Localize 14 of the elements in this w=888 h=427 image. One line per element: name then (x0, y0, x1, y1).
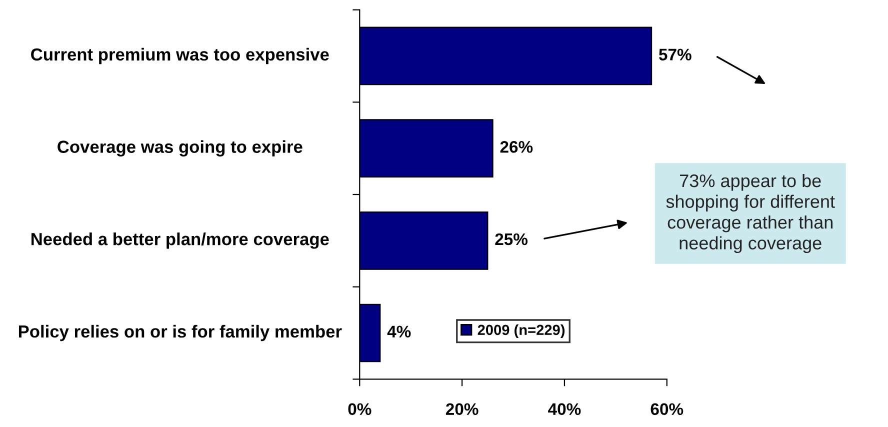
data-label: 26% (500, 141, 533, 153)
x-tick-label: 60% (650, 403, 684, 416)
data-label: 57% (658, 48, 692, 60)
x-tick-label: 0% (348, 403, 372, 416)
x-tick-label: 40% (548, 403, 581, 416)
data-label: 25% (495, 233, 528, 246)
y-tick-label: Current premium was too expensive (31, 48, 329, 64)
data-label: 4% (387, 326, 411, 338)
y-tick-label: Policy relies on or is for family member (18, 324, 342, 342)
y-tick-label: Needed a better plan/more coverage (32, 232, 329, 249)
y-tick-label: Coverage was going to expire (58, 140, 302, 156)
annotation: 73% appear to be shopping for different coverage rather than needing coverage (666, 174, 835, 254)
legend-label: 2009 (n=229) (478, 324, 565, 338)
x-tick-label: 20% (446, 403, 478, 416)
